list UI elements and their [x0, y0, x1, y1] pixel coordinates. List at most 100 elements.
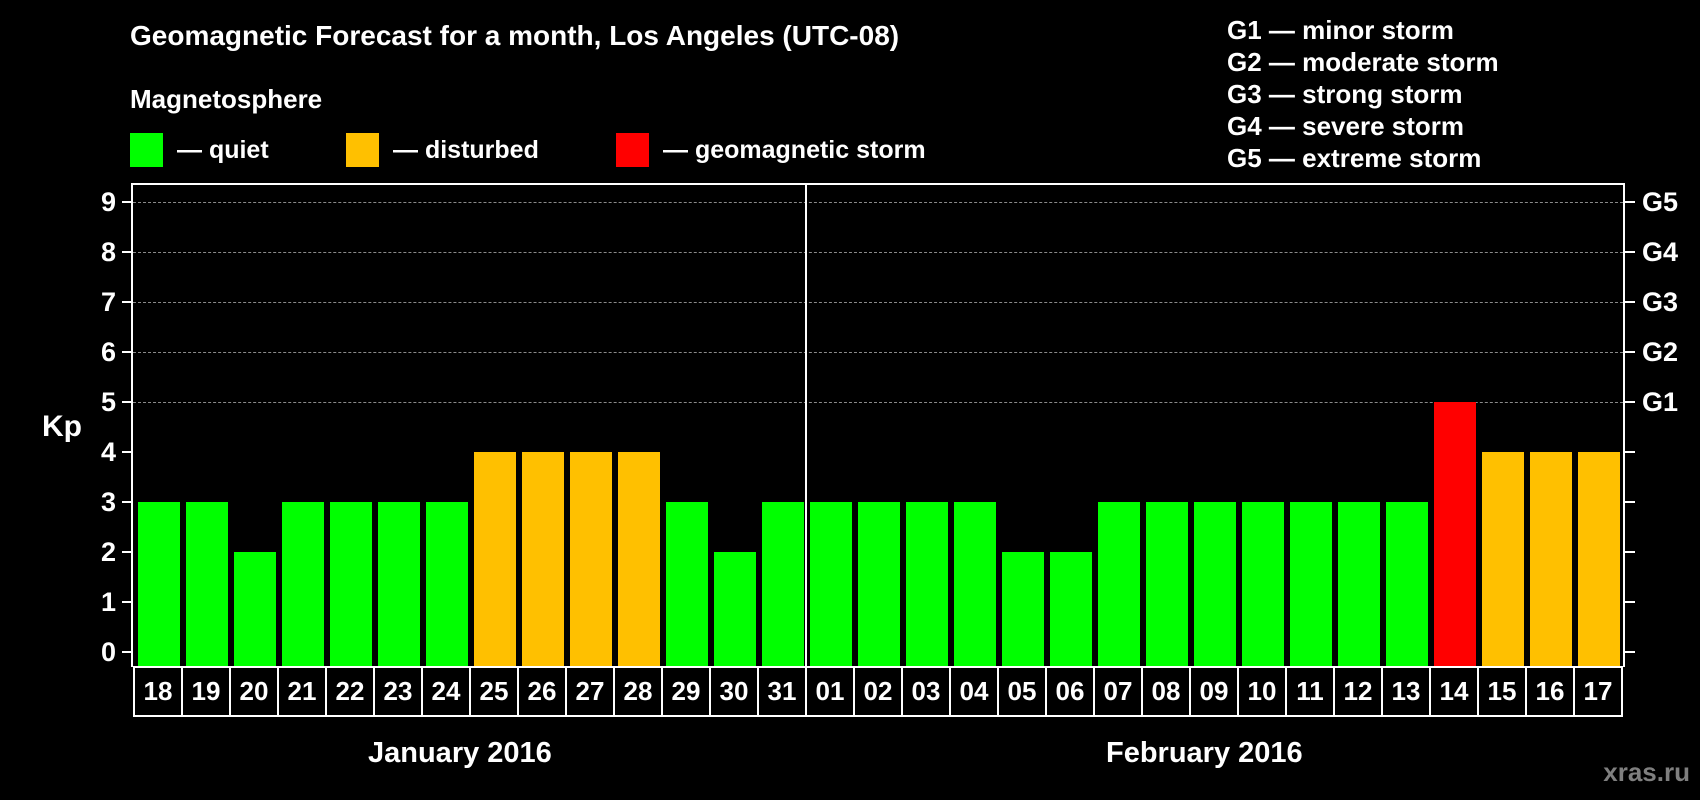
day-label: 01 [807, 668, 855, 715]
day-label: 12 [1335, 668, 1383, 715]
gridline [133, 402, 1623, 403]
legend-label: — quiet [177, 135, 269, 164]
kp-bar-disturbed [1530, 452, 1572, 667]
legend-item-storm: — geomagnetic storm [616, 133, 926, 167]
y-tick-label: 2 [100, 537, 116, 567]
y-tick-label: 3 [100, 487, 116, 517]
day-label: 25 [471, 668, 519, 715]
y-tick [122, 651, 132, 653]
kp-bar-quiet [1386, 502, 1428, 667]
kp-bar-quiet [714, 552, 756, 667]
y-tick-label: 1 [100, 587, 116, 617]
kp-bar-disturbed [1482, 452, 1524, 667]
y-tick-right [1625, 251, 1635, 253]
legend-item-quiet: — quiet [130, 133, 346, 167]
y-tick [122, 601, 132, 603]
y-tick [122, 401, 132, 403]
day-label: 05 [999, 668, 1047, 715]
y-tick-label: 9 [100, 187, 116, 217]
day-label: 04 [951, 668, 999, 715]
kp-bar-quiet [906, 502, 948, 667]
y-tick-right [1625, 401, 1635, 403]
y-tick-label: 4 [100, 437, 116, 467]
disturbed-swatch-icon [346, 133, 379, 167]
legend-item-disturbed: — disturbed [346, 133, 616, 167]
status-legend: — quiet — disturbed — geomagnetic storm [130, 133, 926, 167]
kp-bar-quiet [810, 502, 852, 667]
day-label: 15 [1479, 668, 1527, 715]
x-axis-day-labels: 18 19 20 21 22 23 24 25 26 27 28 29 30 31 01 02 03 04 05 06… [133, 666, 1623, 717]
y-tick-label: 0 [100, 637, 116, 667]
month-label-february: February 2016 [1106, 737, 1303, 769]
day-label: 27 [567, 668, 615, 715]
y-tick-right [1625, 551, 1635, 553]
day-label: 21 [279, 668, 327, 715]
g-scale-tick-label: G2 [1642, 337, 1679, 367]
kp-bar-disturbed [522, 452, 564, 667]
gridline [133, 352, 1623, 353]
storm-swatch-icon [616, 133, 649, 167]
day-label: 19 [183, 668, 231, 715]
day-label: 09 [1191, 668, 1239, 715]
legend-label: — geomagnetic storm [663, 135, 926, 164]
y-tick-right [1625, 351, 1635, 353]
g-scale-item: G5 — extreme storm [1227, 143, 1482, 173]
gridline [133, 202, 1623, 203]
month-divider [805, 185, 807, 667]
kp-bar-quiet [1002, 552, 1044, 667]
g-scale-item: G1 — minor storm [1227, 15, 1454, 45]
kp-bar-disturbed [474, 452, 516, 667]
kp-bar-quiet [378, 502, 420, 667]
kp-bar-quiet [1146, 502, 1188, 667]
y-tick [122, 351, 132, 353]
kp-bar-quiet [1050, 552, 1092, 667]
kp-bar-disturbed [1578, 452, 1620, 667]
y-tick [122, 551, 132, 553]
kp-bar-quiet [954, 502, 996, 667]
legend-label: — disturbed [393, 135, 539, 164]
y-tick-right [1625, 601, 1635, 603]
gridline [133, 302, 1623, 303]
day-label: 28 [615, 668, 663, 715]
kp-bar-quiet [234, 552, 276, 667]
g-scale-tick-label: G3 [1642, 287, 1679, 317]
chart-title: Geomagnetic Forecast for a month, Los An… [130, 20, 900, 51]
day-label: 07 [1095, 668, 1143, 715]
day-label: 26 [519, 668, 567, 715]
day-label: 24 [423, 668, 471, 715]
kp-bar-quiet [762, 502, 804, 667]
day-label: 29 [663, 668, 711, 715]
day-label: 14 [1431, 668, 1479, 715]
kp-bar-quiet [138, 502, 180, 667]
y-tick-right [1625, 501, 1635, 503]
kp-bar-quiet [858, 502, 900, 667]
kp-bar-quiet [1098, 502, 1140, 667]
g-scale-legend: G1 — minor storm G2 — moderate storm G3 … [1227, 14, 1499, 174]
y-axis-label: Kp [42, 410, 82, 443]
y-tick [122, 501, 132, 503]
y-tick-right [1625, 201, 1635, 203]
day-label: 13 [1383, 668, 1431, 715]
g-scale-tick-label: G1 [1642, 387, 1679, 417]
g-scale-tick-label: G4 [1642, 237, 1679, 267]
y-tick [122, 451, 132, 453]
day-label: 30 [711, 668, 759, 715]
gridline [133, 252, 1623, 253]
day-label: 11 [1287, 668, 1335, 715]
day-label: 22 [327, 668, 375, 715]
kp-bar-quiet [1194, 502, 1236, 667]
watermark: xras.ru [1603, 757, 1690, 787]
plot-area [131, 183, 1625, 667]
g-scale-item: G2 — moderate storm [1227, 47, 1499, 77]
day-label: 31 [759, 668, 807, 715]
kp-bar-quiet [666, 502, 708, 667]
day-label: 08 [1143, 668, 1191, 715]
kp-bar-disturbed [570, 452, 612, 667]
y-tick-label: 5 [100, 387, 116, 417]
day-label: 18 [135, 668, 183, 715]
g-scale-item: G4 — severe storm [1227, 111, 1465, 141]
y-tick-right [1625, 301, 1635, 303]
day-label: 20 [231, 668, 279, 715]
day-label: 02 [855, 668, 903, 715]
kp-bar-quiet [1338, 502, 1380, 667]
